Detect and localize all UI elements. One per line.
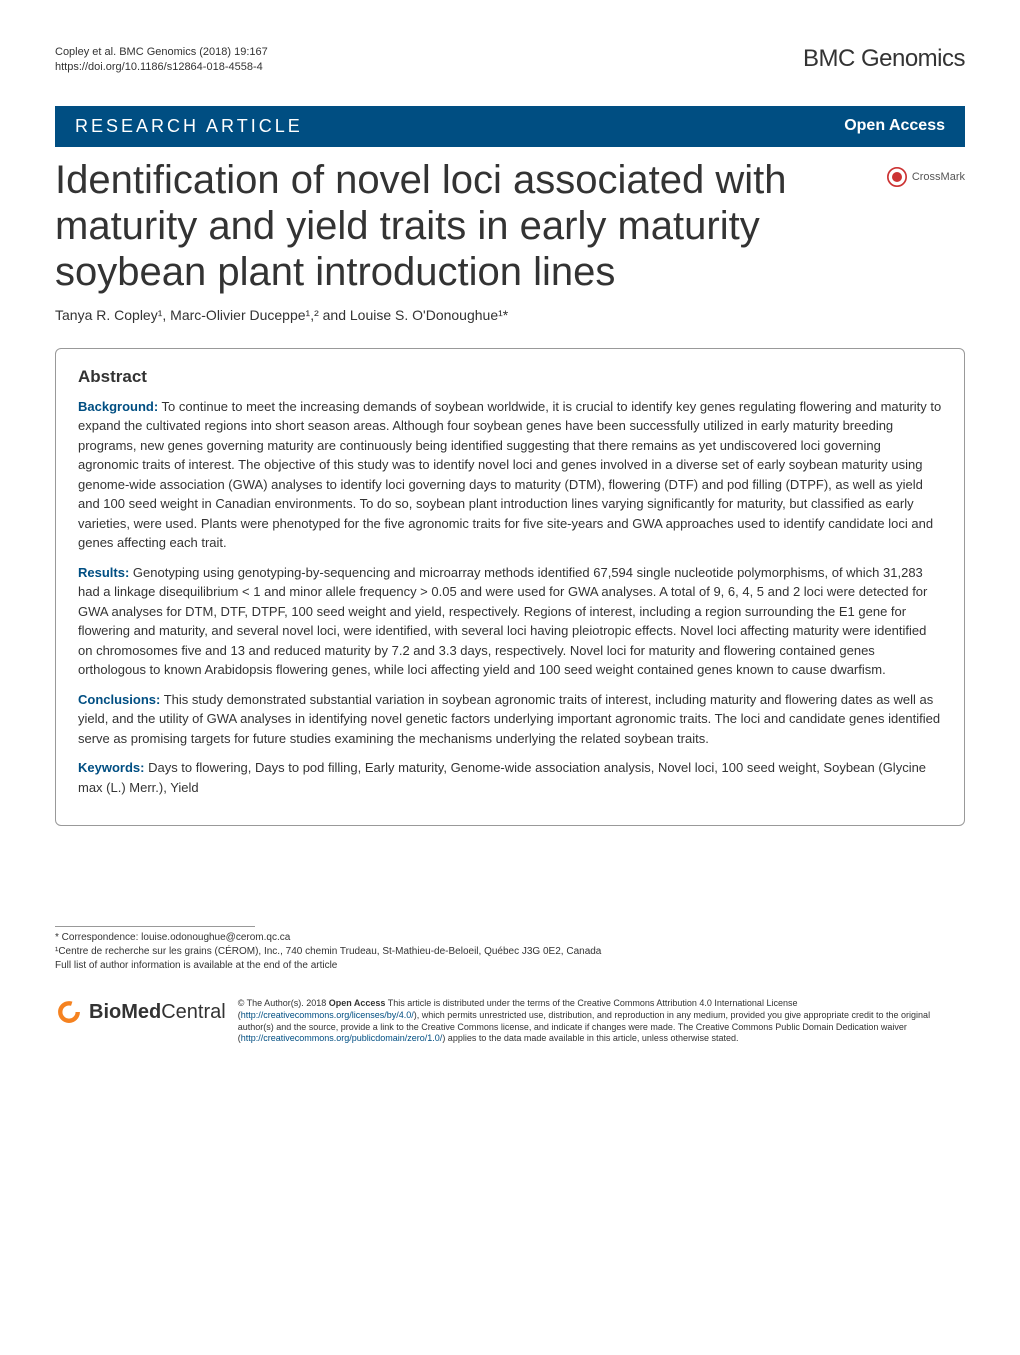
biomed-central-logo: BioMed Central — [55, 998, 226, 1026]
background-text: To continue to meet the increasing deman… — [78, 399, 941, 551]
abstract-heading: Abstract — [78, 367, 942, 387]
results-text: Genotyping using genotyping-by-sequencin… — [78, 565, 927, 678]
keywords-label: Keywords: — [78, 760, 144, 775]
abstract-box: Abstract Background: To continue to meet… — [55, 348, 965, 827]
abstract-conclusions: Conclusions: This study demonstrated sub… — [78, 690, 942, 749]
abstract-keywords: Keywords: Days to flowering, Days to pod… — [78, 758, 942, 797]
citation-line: Copley et al. BMC Genomics (2018) 19:167 — [55, 45, 268, 60]
crossmark-icon — [887, 167, 907, 187]
results-label: Results: — [78, 565, 129, 580]
footer-divider — [55, 926, 255, 927]
abstract-background: Background: To continue to meet the incr… — [78, 397, 942, 553]
crossmark-badge[interactable]: CrossMark — [887, 167, 965, 187]
license-prefix: © The Author(s). 2018 — [238, 998, 329, 1008]
bmc-logo-light: Central — [161, 1001, 225, 1024]
conclusions-text: This study demonstrated substantial vari… — [78, 692, 940, 746]
bmc-logo-bold: BioMed — [89, 1001, 161, 1024]
article-title: Identification of novel loci associated … — [55, 157, 877, 295]
author-list-note: Full list of author information is avail… — [55, 959, 965, 973]
citation-block: Copley et al. BMC Genomics (2018) 19:167… — [55, 45, 268, 76]
authors-line: Tanya R. Copley¹, Marc-Olivier Duceppe¹,… — [55, 307, 965, 323]
keywords-text: Days to flowering, Days to pod filling, … — [78, 760, 926, 795]
open-access-label: Open Access — [844, 117, 945, 135]
background-label: Background: — [78, 399, 158, 414]
conclusions-label: Conclusions: — [78, 692, 160, 707]
affiliation-line: ¹Centre de recherche sur les grains (CÉR… — [55, 945, 965, 959]
article-type-banner: RESEARCH ARTICLE Open Access — [55, 106, 965, 147]
page-header: Copley et al. BMC Genomics (2018) 19:167… — [55, 45, 965, 76]
article-type-label: RESEARCH ARTICLE — [75, 116, 303, 137]
license-block: BioMed Central © The Author(s). 2018 Ope… — [55, 998, 965, 1045]
journal-name: BMC Genomics — [803, 45, 965, 73]
license-body3: ) applies to the data made available in … — [442, 1033, 738, 1043]
bmc-logo-icon — [55, 998, 83, 1026]
open-access-bold: Open Access — [329, 998, 386, 1008]
license-link-1[interactable]: http://creativecommons.org/licenses/by/4… — [241, 1010, 414, 1020]
doi-line: https://doi.org/10.1186/s12864-018-4558-… — [55, 60, 268, 75]
footer-correspondence: * Correspondence: louise.odonoughue@cero… — [55, 926, 965, 973]
correspondence-line: * Correspondence: louise.odonoughue@cero… — [55, 931, 965, 945]
license-link-2[interactable]: http://creativecommons.org/publicdomain/… — [241, 1033, 443, 1043]
license-text: © The Author(s). 2018 Open Access This a… — [238, 998, 965, 1045]
crossmark-label: CrossMark — [912, 171, 965, 183]
abstract-results: Results: Genotyping using genotyping-by-… — [78, 563, 942, 680]
